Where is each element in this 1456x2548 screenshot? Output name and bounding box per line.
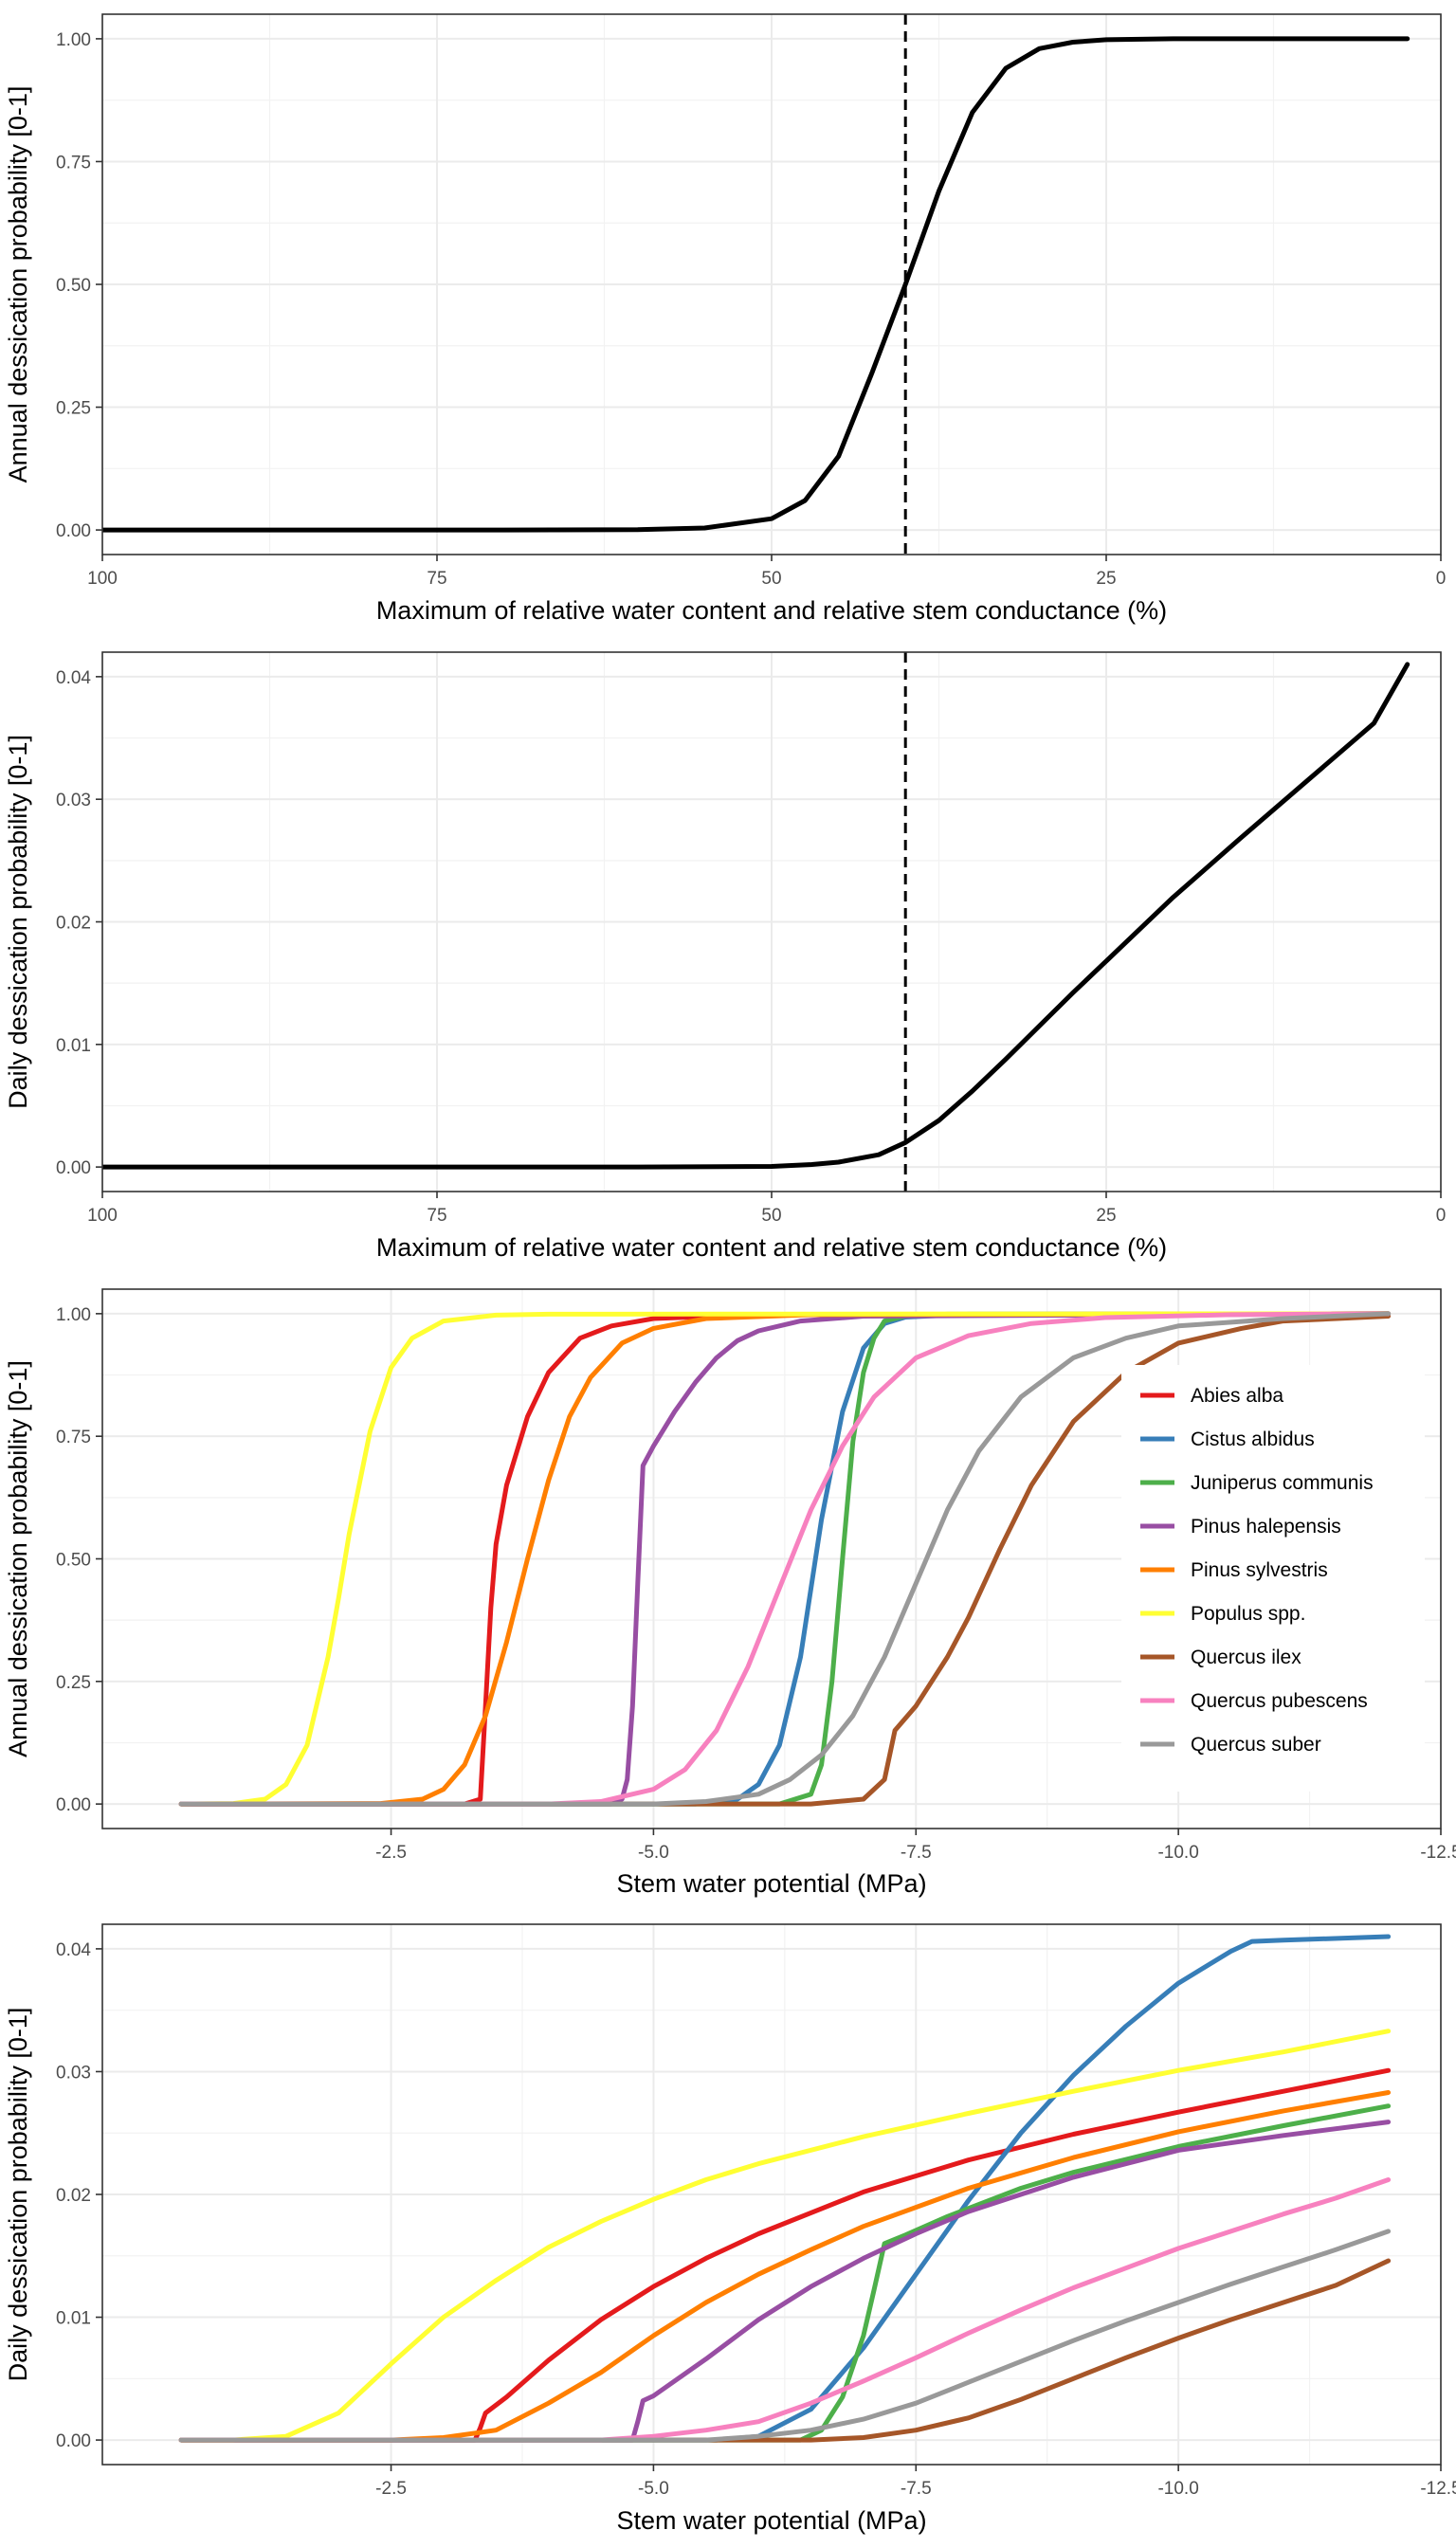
y-tick-label: 0.25 [56,1673,91,1693]
series-line-quercus-suber [178,1311,1392,1807]
legend-label: Cistus albidus [1191,1429,1315,1450]
y-tick-label: 0.25 [56,399,91,419]
y-axis-title: Daily dessication probability [0-1] [4,2008,32,2382]
x-tick-label: -12.5 [1420,1843,1456,1863]
y-tick-label: 0.75 [56,1428,91,1447]
series-line-abies-alba [178,1311,1392,1807]
series-line-quercus-suber [178,2229,1392,2443]
series-line-abies-alba [178,2067,1392,2443]
panel-border [101,1923,1442,2466]
x-tick-label: 50 [761,1206,781,1226]
panel-b: 100 75 50 25 0 0.00 0.01 0.02 0.03 0.04 Maximum of… [4,651,1447,1262]
series-line-populus-spp [178,2029,1392,2443]
x-axis-title: Stem water potential (MPa) [616,2506,926,2535]
x-tick-label: -5.0 [638,1843,669,1863]
legend-label: Quercus ilex [1191,1647,1301,1668]
x-tick-label: -10.0 [1157,2479,1198,2499]
x-tick-label: -5.0 [638,2479,669,2499]
x-tick-label: 25 [1096,569,1116,589]
series-line-quercus-pubescens [178,2177,1392,2443]
y-axis-title: Daily dessication probability [0-1] [4,735,32,1109]
x-tick-label: 75 [427,1206,446,1226]
y-tick-label: 0.03 [56,791,91,810]
panel-a: 100 75 50 25 0 0.00 0.25 0.50 0.75 1.00 Maximum of… [4,13,1447,625]
series-group [102,14,1410,555]
series-line-quercus-ilex [178,2258,1392,2443]
y-tick-label: 0.01 [56,1036,91,1056]
y-tick-label: 0.01 [56,2309,91,2329]
series-line-main [102,662,1410,1170]
x-tick-label: 0 [1436,1206,1447,1226]
x-tick-label: 100 [87,569,118,589]
legend-background [1121,1365,1425,1792]
x-tick-label: -7.5 [901,1843,932,1863]
x-tick-label: 50 [761,569,781,589]
x-axis-title: Maximum of relative water content and re… [376,596,1167,625]
x-tick-label: -12.5 [1420,2479,1456,2499]
legend-label: Quercus suber [1191,1734,1321,1756]
series-line-main [102,36,1410,533]
series-line-pinus-halepensis [178,2120,1392,2443]
legend-label: Abies alba [1191,1385,1283,1407]
y-tick-label: 0.00 [56,521,91,541]
series-line-juniperus-communis [178,2103,1392,2443]
series-line-quercus-pubescens [178,1311,1392,1807]
x-tick-label: 75 [427,569,446,589]
y-axis-title: Annual dessication probability [0-1] [4,1360,32,1757]
legend-label: Pinus sylvestris [1191,1559,1328,1581]
y-tick-label: 0.04 [56,1940,91,1960]
legend: Abies alba Cistus albidus Juniperus commun… [1121,1365,1425,1792]
y-tick-label: 0.03 [56,2063,91,2083]
series-line-cistus-albidus [178,1934,1392,2443]
y-tick-label: 0.50 [56,1551,91,1571]
panel-d: -2.5 -5.0 -7.5 -10.0 -12.5 0.00 0.01 0.02 0.03 0.… [4,1923,1456,2535]
y-tick-label: 1.00 [56,30,91,50]
x-tick-label: 0 [1436,569,1447,589]
legend-label: Pinus halepensis [1191,1516,1341,1538]
panel-border [101,1288,1442,1829]
series-line-pinus-sylvestris [178,2090,1392,2443]
x-axis-title: Stem water potential (MPa) [616,1869,926,1898]
y-tick-label: 0.02 [56,2186,91,2206]
legend-label: Juniperus communis [1191,1472,1374,1494]
y-tick-label: 0.02 [56,914,91,934]
x-tick-label: 100 [87,1206,118,1226]
series-group [102,652,1410,1192]
y-tick-label: 0.04 [56,668,91,688]
x-axis-title: Maximum of relative water content and re… [376,1233,1167,1262]
y-tick-label: 1.00 [56,1305,91,1325]
series-group [178,1311,1392,1807]
panel-border [101,651,1442,1192]
legend-label: Quercus pubescens [1191,1690,1368,1712]
x-tick-label: -2.5 [375,1843,407,1863]
series-line-pinus-halepensis [178,1311,1392,1807]
y-axis-title: Annual dessication probability [0-1] [4,86,32,483]
y-tick-label: 0.50 [56,276,91,296]
y-tick-label: 0.00 [56,1158,91,1178]
legend-label: Populus spp. [1191,1603,1305,1625]
x-tick-label: -7.5 [901,2479,932,2499]
panel-c: -2.5 -5.0 -7.5 -10.0 -12.5 0.00 0.25 0.50 0.75 1.… [4,1288,1456,1898]
x-tick-label: -2.5 [375,2479,407,2499]
y-tick-label: 0.00 [56,2431,91,2451]
x-tick-label: 25 [1096,1206,1116,1226]
series-line-populus-spp [178,1311,1392,1807]
series-line-pinus-sylvestris [178,1311,1392,1807]
panel-border [101,13,1442,555]
x-tick-label: -10.0 [1157,1843,1198,1863]
y-tick-label: 0.75 [56,153,91,173]
series-group [178,1934,1392,2443]
y-tick-label: 0.00 [56,1795,91,1815]
series-line-quercus-ilex [178,1314,1392,1807]
